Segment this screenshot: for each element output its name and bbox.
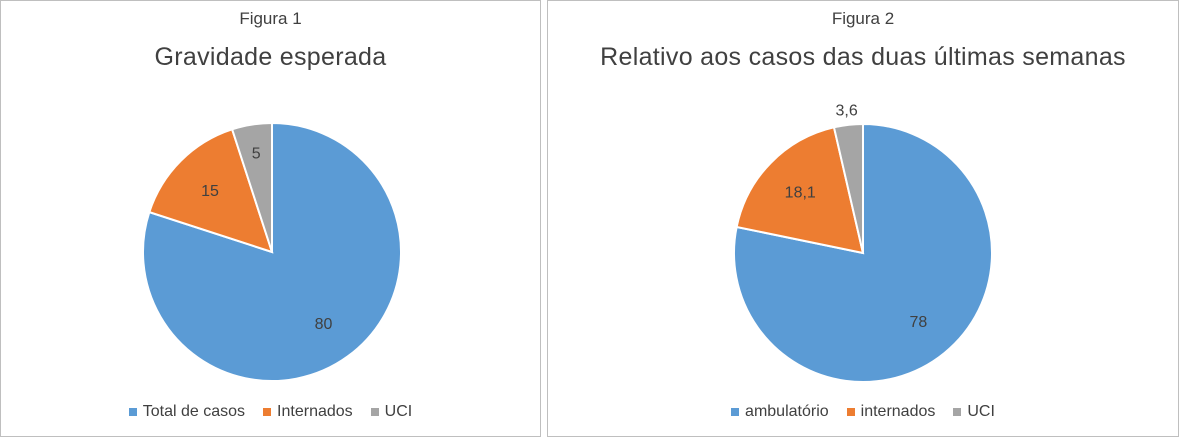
- chart-title: Relativo aos casos das duas últimas sema…: [600, 43, 1126, 71]
- chart-legend: Total de casos Internados UCI: [1, 403, 540, 421]
- pie-slice: [230, 121, 273, 253]
- data-label: 80: [315, 316, 333, 333]
- chart-legend: ambulatório internados UCI: [548, 403, 1178, 421]
- legend-swatch: [846, 408, 855, 416]
- pie-chart: 80 15 5: [142, 121, 402, 382]
- data-label: 5: [252, 146, 261, 163]
- chart-title: Gravidade esperada: [154, 43, 387, 71]
- legend-item: Internados: [263, 403, 353, 421]
- chart-panel-2: Figura 2 Relativo aos casos das duas últ…: [547, 0, 1179, 437]
- legend-swatch: [953, 408, 962, 416]
- legend-item: ambulatório: [731, 403, 829, 421]
- chart-panel-1: Figura 1 Gravidade esperada 80 15 5 Total …: [0, 0, 541, 437]
- legend-swatch: [263, 408, 272, 416]
- data-label: 15: [201, 183, 219, 200]
- legend-label: Internados: [277, 403, 353, 420]
- legend-item: Total de casos: [128, 403, 246, 421]
- legend-label: Total de casos: [142, 403, 246, 420]
- figure-label: Figura 1: [239, 9, 302, 28]
- pie-slice: [733, 122, 993, 383]
- legend-item: UCI: [370, 403, 413, 421]
- legend-item: UCI: [953, 403, 995, 421]
- legend-swatch: [731, 408, 740, 416]
- data-label: 18,1: [785, 185, 816, 202]
- figure-label: Figura 2: [831, 9, 895, 28]
- legend-label: UCI: [967, 403, 995, 420]
- legend-swatch: [128, 408, 137, 416]
- pie-chart: 78 18,1 3,6: [733, 102, 993, 383]
- data-label: 78: [910, 314, 928, 331]
- data-label: 3,6: [836, 102, 858, 119]
- pie-slice: [735, 126, 865, 255]
- legend-label: internados: [860, 403, 936, 420]
- legend-label: ambulatório: [745, 403, 829, 420]
- pie-slice: [832, 122, 864, 254]
- legend-item: internados: [846, 403, 936, 421]
- legend-swatch: [370, 408, 379, 416]
- legend-label: UCI: [384, 403, 413, 420]
